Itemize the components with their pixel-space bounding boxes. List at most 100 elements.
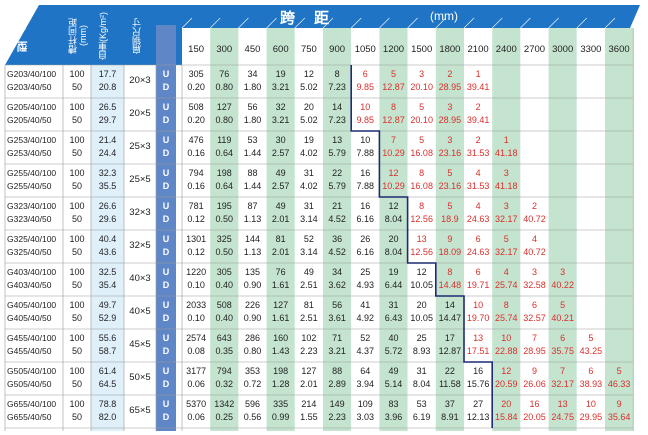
load-u-value: 3: [531, 267, 537, 277]
load-u-value: 2: [475, 135, 481, 145]
deflection-d-value: 40.72: [523, 247, 546, 257]
header-left-bg: [5, 5, 182, 65]
load-u-value: 13: [332, 135, 343, 145]
deflection-d-value: 4.02: [300, 148, 318, 158]
header-flat-steel: 扁钢尺寸: [132, 18, 142, 54]
deflection-d-value: 31.53: [466, 181, 490, 191]
load-u-value: 3: [503, 168, 509, 178]
model-name: G505/40/100: [7, 366, 57, 376]
u-label: U: [162, 168, 170, 178]
deflection-d-value: 0.16: [187, 148, 205, 158]
d-label: D: [162, 280, 170, 290]
deflection-d-value: 24.63: [466, 247, 490, 257]
load-u-value: 56: [247, 102, 258, 112]
deflection-d-value: 1.80: [243, 82, 262, 92]
load-u-value: 56: [332, 300, 343, 310]
deflection-d-value: 32.58: [523, 280, 546, 290]
load-u-value: 9: [616, 399, 622, 409]
deflection-d-value: 2.23: [300, 346, 318, 356]
pitch-value: 100: [69, 234, 85, 244]
d-label: D: [162, 181, 170, 191]
deflection-d-value: 5.79: [328, 148, 346, 158]
load-u-value: 12: [388, 201, 399, 211]
deflection-d-value: 0.10: [187, 280, 205, 290]
load-u-value: 149: [329, 399, 345, 409]
deflection-d-value: 15.76: [466, 379, 490, 389]
deflection-d-value: 19.70: [466, 313, 490, 323]
load-u-value: 8: [390, 102, 396, 112]
deflection-d-value: 4.52: [328, 214, 346, 224]
u-label: U: [162, 69, 170, 79]
model-name: G253/40/50: [7, 148, 52, 158]
weight-column-bg: [91, 65, 124, 431]
deflection-d-value: 10.29: [382, 148, 405, 158]
load-u-value: 7: [560, 366, 566, 376]
header-model: 型 号: [17, 19, 29, 53]
deflection-d-value: 10.29: [382, 181, 405, 191]
load-u-value: 71: [332, 333, 343, 343]
pitch-value: 50: [71, 148, 82, 158]
load-u-value: 12: [501, 366, 512, 376]
deflection-d-value: 19.71: [466, 280, 490, 290]
load-u-value: 4: [475, 168, 481, 178]
pitch-value: 100: [69, 399, 85, 409]
u-label: U: [162, 135, 170, 145]
span-divider-12: [520, 17, 531, 29]
flat-steel-size: 25×3: [129, 141, 151, 152]
deflection-d-value: 20.10: [410, 115, 433, 125]
deflection-d-value: 4.52: [328, 247, 346, 257]
load-u-value: 5: [447, 201, 453, 211]
d-label: D: [162, 379, 170, 389]
load-u-value: 41: [360, 300, 371, 310]
deflection-d-value: 5.14: [384, 379, 403, 389]
model-name: G253/40/100: [7, 135, 57, 145]
deflection-d-value: 28.95: [438, 115, 462, 125]
deflection-d-value: 35.75: [551, 346, 574, 356]
model-name: G205/40/100: [7, 102, 57, 112]
model-name: G205/40/50: [7, 115, 52, 125]
span-header-900: 900: [329, 44, 346, 55]
load-u-value: 19: [275, 69, 286, 79]
deflection-d-value: 1.61: [271, 280, 290, 290]
flat-steel-size: 20×5: [129, 108, 151, 119]
deflection-d-value: 5.79: [328, 181, 346, 191]
load-u-value: 53: [247, 135, 258, 145]
deflection-d-value: 9.85: [356, 115, 375, 125]
deflection-d-value: 6.16: [356, 214, 375, 224]
deflection-d-value: 28.95: [523, 346, 546, 356]
deflection-d-value: 3.14: [300, 214, 318, 224]
deflection-d-value: 4.92: [356, 313, 375, 323]
load-u-value: 26: [360, 234, 371, 244]
weight-value: 29.7: [98, 115, 117, 125]
deflection-d-value: 0.72: [243, 379, 262, 389]
deflection-d-value: 0.20: [187, 82, 205, 92]
pitch-value: 50: [71, 346, 82, 356]
load-u-value: 31: [303, 201, 314, 211]
span-band-1050: [351, 28, 380, 431]
load-u-value: 3: [419, 69, 425, 79]
load-u-value: 127: [301, 366, 317, 376]
deflection-d-value: 1.44: [243, 181, 262, 191]
deflection-d-value: 3.21: [271, 115, 290, 125]
deflection-d-value: 0.80: [215, 82, 234, 92]
deflection-d-value: 4.02: [300, 181, 318, 191]
load-u-value: 127: [216, 102, 232, 112]
load-u-value: 64: [360, 366, 371, 376]
u-label: U: [162, 300, 170, 310]
deflection-d-value: 0.50: [215, 247, 234, 257]
span-divider-2: [238, 17, 249, 29]
span-band-2700: [520, 28, 549, 431]
load-u-value: 4: [503, 267, 509, 277]
weight-value: 26.6: [98, 201, 117, 211]
span-band-2400: [492, 28, 521, 431]
ud-column-bg: [156, 25, 176, 431]
deflection-d-value: 23.16: [438, 148, 462, 158]
model-name: G203/40/50: [7, 82, 52, 92]
d-label: D: [162, 82, 170, 92]
load-u-value: 10: [585, 399, 596, 409]
model-name: G655/40/100: [7, 399, 57, 409]
load-u-value: 16: [360, 168, 371, 178]
deflection-d-value: 0.16: [187, 181, 205, 191]
deflection-d-value: 16.08: [410, 148, 433, 158]
load-u-value: 102: [301, 333, 317, 343]
